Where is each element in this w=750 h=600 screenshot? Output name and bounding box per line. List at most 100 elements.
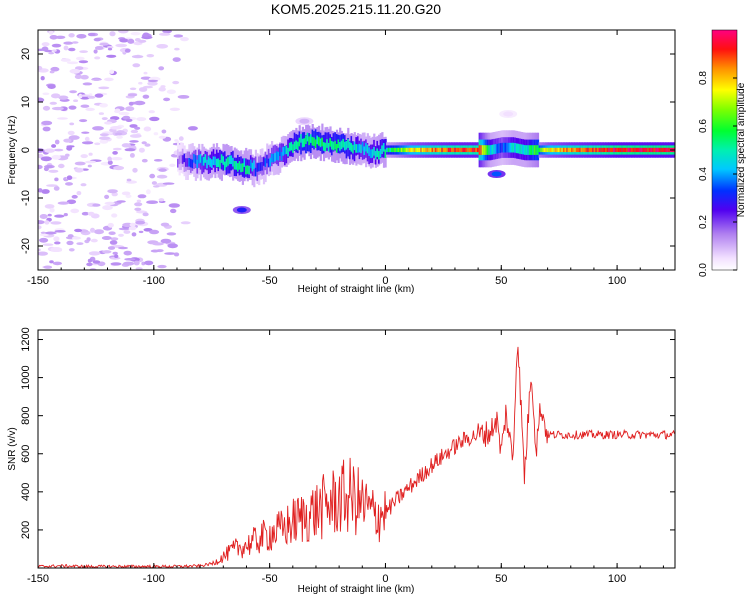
heatmap-cell xyxy=(80,74,89,80)
heatmap-cell xyxy=(71,194,78,199)
heatmap-cell xyxy=(149,229,160,235)
heatmap-cell xyxy=(645,147,648,153)
heatmap-cell xyxy=(42,243,54,246)
heatmap-cell xyxy=(119,38,129,43)
colorbar-tick-label: 0.0 xyxy=(698,263,709,277)
heatmap-cell xyxy=(326,139,329,148)
heatmap-cell xyxy=(40,76,45,81)
heatmap-cell xyxy=(166,232,177,236)
heatmap-cell xyxy=(598,147,601,153)
heatmap-cell xyxy=(365,142,368,152)
heatmap-cell xyxy=(498,143,501,154)
heatmap-cell xyxy=(439,147,442,153)
heatmap-cell xyxy=(134,207,142,211)
heatmap-cell xyxy=(118,246,128,250)
heatmap-cell xyxy=(327,142,330,152)
heatmap-cell xyxy=(143,126,152,132)
heatmap-cell xyxy=(595,147,598,153)
heatmap-cell xyxy=(99,103,108,108)
heatmap-cell xyxy=(258,162,261,172)
heatmap-cell xyxy=(502,142,506,153)
heatmap-cell xyxy=(149,116,160,122)
heatmap-cell xyxy=(198,155,201,164)
heatmap-cell xyxy=(169,163,176,167)
heatmap-cell xyxy=(54,241,61,245)
heatmap-cell xyxy=(219,160,222,169)
heatmap-cell xyxy=(400,147,403,153)
heatmap-cell xyxy=(118,111,130,116)
heatmap-cell xyxy=(107,47,113,51)
heatmap-cell xyxy=(567,147,570,153)
heatmap-cell xyxy=(183,153,186,163)
heatmap-cell xyxy=(129,153,135,158)
heatmap-cell xyxy=(180,37,189,42)
heatmap-cell xyxy=(491,171,502,177)
heatmap-cell xyxy=(344,141,347,151)
heatmap-cell xyxy=(48,30,54,35)
heatmap-cell xyxy=(637,147,640,153)
heatmap-cell xyxy=(76,191,82,196)
heatmap-cell xyxy=(587,147,590,153)
heatmap-cell xyxy=(69,68,81,74)
heatmap-cell xyxy=(180,154,183,164)
heatmap-cell xyxy=(104,201,116,205)
heatmap-cell xyxy=(63,138,72,143)
heatmap-cell xyxy=(438,147,441,153)
heatmap-cell xyxy=(183,153,186,172)
heatmap-cell xyxy=(202,157,206,166)
heatmap-cell xyxy=(87,95,96,99)
heatmap-cell xyxy=(655,147,658,153)
heatmap-cell xyxy=(79,119,88,123)
heatmap-cell xyxy=(449,147,452,153)
heatmap-cell xyxy=(63,45,69,51)
heatmap-cell xyxy=(85,107,95,111)
heatmap-cell xyxy=(156,174,168,179)
x-tick-label: -100 xyxy=(143,275,165,287)
heatmap-cell xyxy=(564,147,567,153)
heatmap-cell xyxy=(80,94,91,97)
heatmap-cell xyxy=(246,165,249,174)
x-tick-label: -150 xyxy=(27,573,49,585)
heatmap-cell xyxy=(324,132,327,151)
heatmap-cell xyxy=(519,144,522,154)
heatmap-cell xyxy=(238,161,241,170)
heatmap-cell xyxy=(436,147,439,153)
heatmap-cell xyxy=(57,201,70,205)
heatmap-cell xyxy=(81,211,89,216)
heatmap-cell xyxy=(656,147,660,153)
heatmap-cell xyxy=(170,208,177,214)
heatmap-cell xyxy=(327,132,330,151)
heatmap-cell xyxy=(627,147,630,153)
heatmap-cell xyxy=(618,147,621,153)
heatmap-cell xyxy=(71,236,81,240)
heatmap-cell xyxy=(121,191,131,196)
heatmap-cell xyxy=(132,167,138,173)
heatmap-cell xyxy=(94,93,104,98)
heatmap-cell xyxy=(137,39,147,43)
heatmap-cell xyxy=(217,158,220,167)
colorbar-ticks: 0.0 0.2 0.4 0.6 0.8 xyxy=(698,71,737,277)
heatmap-cell xyxy=(305,135,308,144)
heatmap-cell xyxy=(110,126,122,130)
heatmap-cell xyxy=(267,148,270,168)
heatmap-cell xyxy=(494,144,497,154)
heatmap-cell xyxy=(185,158,188,167)
spectrogram-y-axis-label: Frequency (Hz) xyxy=(7,116,18,185)
colorbar-label: Normalized spectral amplitude xyxy=(736,82,747,217)
heatmap-cell xyxy=(51,154,61,160)
snr-ticks: -150 -100 -50 0 50 100 200 400 600 800 1000 1200 xyxy=(20,327,675,585)
heatmap-cell xyxy=(63,41,74,45)
heatmap-cell xyxy=(160,222,170,227)
heatmap-cell xyxy=(446,147,449,153)
heatmap-cell xyxy=(369,149,373,159)
heatmap-cell xyxy=(631,147,634,153)
heatmap-cell xyxy=(233,160,236,170)
heatmap-cell xyxy=(577,147,580,153)
heatmap-cell xyxy=(441,147,444,153)
heatmap-cell xyxy=(214,156,217,166)
heatmap-cell xyxy=(600,147,603,153)
heatmap-cell xyxy=(115,43,128,48)
heatmap-cell xyxy=(653,147,656,153)
heatmap-cell xyxy=(361,141,364,160)
